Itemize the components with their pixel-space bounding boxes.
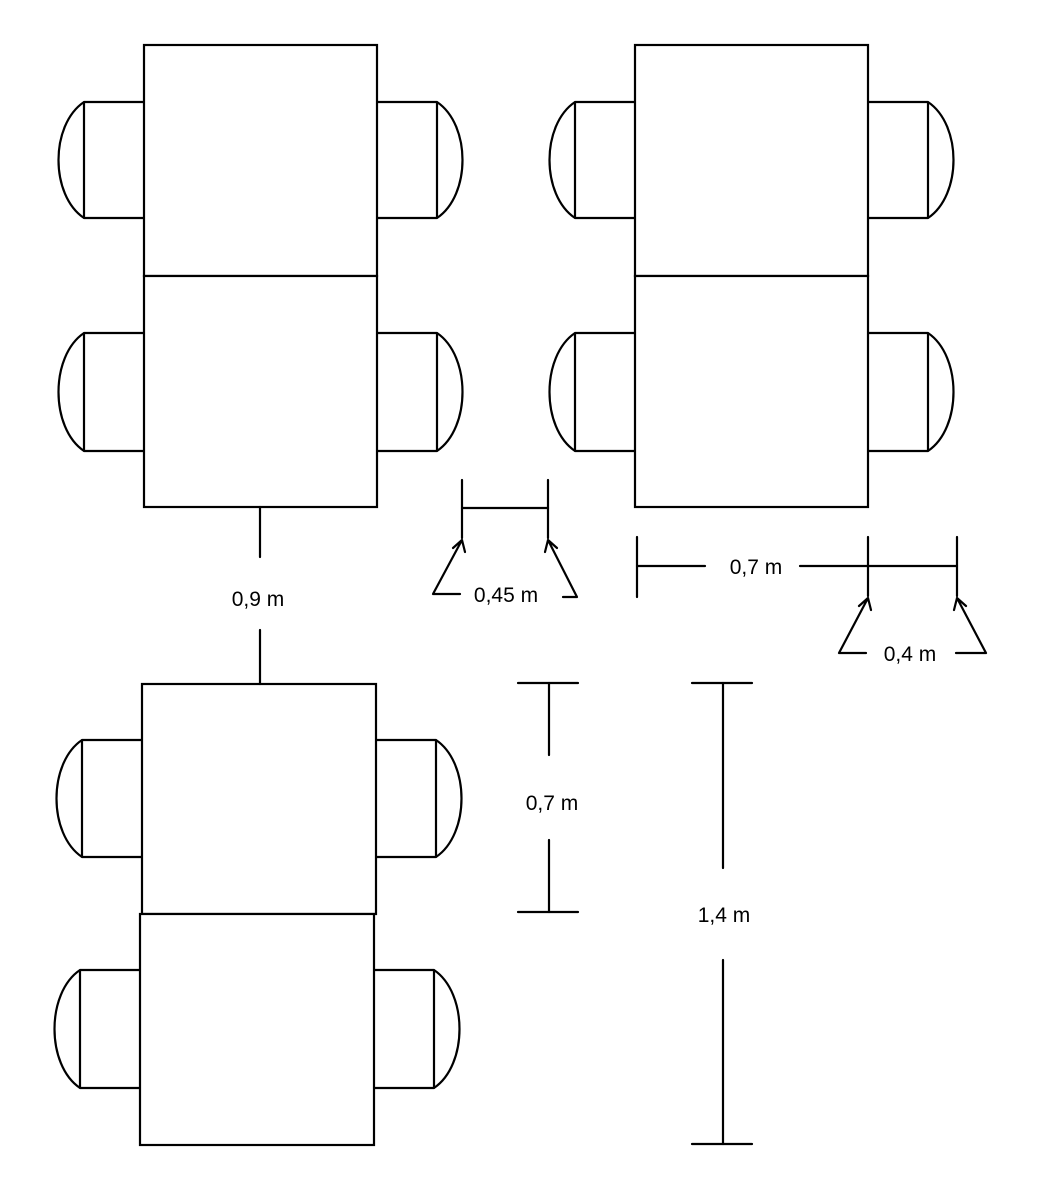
table bbox=[633, 43, 870, 278]
chair bbox=[866, 331, 955, 453]
dimension-label-chair-depth-small: 0,4 m bbox=[884, 643, 937, 666]
dimension-label-double-table-length: 1,4 m bbox=[698, 904, 751, 927]
chair bbox=[57, 100, 146, 220]
chair bbox=[374, 738, 463, 859]
dimension-chair-depth: 0,45 m bbox=[431, 478, 579, 607]
chair bbox=[375, 100, 464, 220]
dimension-chair-depth-small: 0,4 m bbox=[837, 535, 988, 666]
dimension-table-length: 0,7 m bbox=[516, 681, 580, 914]
chair bbox=[866, 100, 955, 220]
dimension-label-chair-depth: 0,45 m bbox=[474, 584, 538, 607]
chair bbox=[548, 100, 637, 220]
dimension-label-table-length: 0,7 m bbox=[526, 792, 579, 815]
table bbox=[140, 682, 378, 916]
chair bbox=[57, 331, 146, 453]
table bbox=[142, 274, 379, 509]
chair bbox=[548, 331, 637, 453]
chair bbox=[55, 738, 144, 859]
table bbox=[142, 43, 379, 278]
chair bbox=[372, 968, 461, 1090]
table-group-bottom-left bbox=[53, 682, 463, 1147]
table-group-top-left bbox=[57, 43, 464, 509]
table-group-top-right bbox=[548, 43, 955, 509]
chair bbox=[375, 331, 464, 453]
dimension-table-width: 0,7 m bbox=[635, 535, 959, 599]
dimension-aisle: 0,9 m bbox=[232, 505, 285, 686]
dimension-label-table-width: 0,7 m bbox=[730, 556, 783, 579]
table bbox=[138, 912, 376, 1147]
dimension-double-table-length: 1,4 m bbox=[690, 681, 754, 1146]
dimension-label-aisle: 0,9 m bbox=[232, 588, 285, 611]
chair bbox=[53, 968, 142, 1090]
table bbox=[633, 274, 870, 509]
